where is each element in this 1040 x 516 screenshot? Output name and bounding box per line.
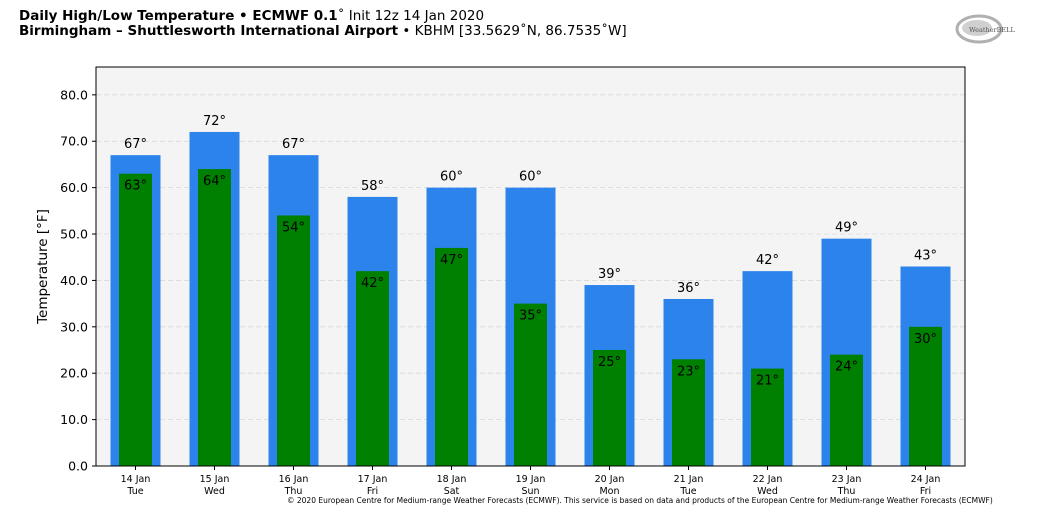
bar-low bbox=[830, 354, 863, 466]
bar-low bbox=[277, 215, 310, 466]
data-label-low: 30° bbox=[914, 332, 937, 347]
data-label-low: 47° bbox=[440, 253, 463, 268]
data-label-low: 54° bbox=[282, 220, 305, 235]
data-label-high: 36° bbox=[677, 281, 700, 296]
data-label-high: 42° bbox=[756, 253, 779, 268]
x-tick-label-date: 18 Jan bbox=[437, 474, 467, 485]
data-label-low: 63° bbox=[124, 179, 147, 194]
title-rest: ˚ Init 12z 14 Jan 2020 bbox=[337, 8, 485, 24]
data-label-low: 35° bbox=[519, 309, 542, 324]
bar-low bbox=[435, 247, 468, 466]
bar-low bbox=[751, 368, 784, 466]
x-tick-label-date: 23 Jan bbox=[832, 474, 862, 485]
data-label-high: 60° bbox=[519, 170, 542, 185]
subtitle-rest: • KBHM [33.5629˚N, 86.7535˚W] bbox=[398, 23, 627, 39]
logo-text: WeatherBELL bbox=[969, 26, 1015, 34]
x-tick-label-day: Fri bbox=[920, 486, 931, 497]
data-label-high: 39° bbox=[598, 267, 621, 282]
plot-frame bbox=[95, 66, 966, 467]
bar-low bbox=[514, 303, 547, 466]
x-tick-label-date: 20 Jan bbox=[595, 474, 625, 485]
x-tick-label-day: Sat bbox=[444, 486, 460, 497]
x-tick-label-day: Thu bbox=[284, 486, 303, 497]
bar-low bbox=[198, 169, 231, 466]
data-label-high: 72° bbox=[203, 114, 226, 129]
x-tick-label-day: Wed bbox=[204, 486, 225, 497]
x-tick-label-day: Mon bbox=[599, 486, 619, 497]
y-tick-label: 60.0 bbox=[60, 180, 88, 195]
y-tick-label: 30.0 bbox=[60, 319, 88, 334]
weatherbell-logo: WeatherBELL bbox=[955, 14, 1015, 44]
x-tick-label-day: Tue bbox=[126, 486, 143, 497]
y-tick-label: 0.0 bbox=[68, 459, 88, 474]
x-tick-label-date: 24 Jan bbox=[911, 474, 941, 485]
data-label-high: 60° bbox=[440, 170, 463, 185]
data-label-low: 24° bbox=[835, 360, 858, 375]
data-label-high: 43° bbox=[914, 249, 937, 264]
title-bold: Daily High/Low Temperature • ECMWF 0.1 bbox=[19, 8, 338, 24]
bar-low bbox=[672, 359, 705, 466]
x-tick-label-date: 22 Jan bbox=[753, 474, 783, 485]
y-tick-label: 70.0 bbox=[60, 134, 88, 149]
data-label-low: 21° bbox=[756, 374, 779, 389]
y-axis-label: Temperature [°F] bbox=[35, 209, 51, 325]
chart-title: Daily High/Low Temperature • ECMWF 0.1˚ … bbox=[19, 9, 627, 24]
x-tick-label-day: Tue bbox=[679, 486, 696, 497]
x-tick-label-date: 21 Jan bbox=[674, 474, 704, 485]
x-tick-label-date: 17 Jan bbox=[358, 474, 388, 485]
data-label-low: 64° bbox=[203, 174, 226, 189]
bar-low bbox=[593, 350, 626, 466]
x-tick-label-day: Fri bbox=[367, 486, 378, 497]
subtitle-bold: Birmingham – Shuttlesworth International… bbox=[19, 23, 399, 39]
x-tick-label-day: Sun bbox=[521, 486, 539, 497]
data-label-high: 67° bbox=[124, 137, 147, 152]
data-label-high: 49° bbox=[835, 221, 858, 236]
y-tick-label: 10.0 bbox=[60, 412, 88, 427]
data-label-low: 23° bbox=[677, 364, 700, 379]
y-tick-label: 20.0 bbox=[60, 366, 88, 381]
bar-low bbox=[119, 173, 152, 467]
data-label-low: 25° bbox=[598, 355, 621, 370]
data-label-low: 42° bbox=[361, 276, 384, 291]
x-tick-label-day: Wed bbox=[757, 486, 778, 497]
x-tick-label-day: Thu bbox=[837, 486, 856, 497]
x-tick-label-date: 14 Jan bbox=[121, 474, 151, 485]
data-label-high: 67° bbox=[282, 137, 305, 152]
bar-low bbox=[356, 271, 389, 466]
x-tick-label-date: 15 Jan bbox=[200, 474, 230, 485]
x-tick-label-date: 19 Jan bbox=[516, 474, 546, 485]
chart-subtitle: Birmingham – Shuttlesworth International… bbox=[19, 24, 627, 39]
copyright-notice: © 2020 European Centre for Medium-range … bbox=[287, 496, 993, 505]
y-tick-label: 80.0 bbox=[60, 87, 88, 102]
bar-low bbox=[909, 326, 942, 466]
data-label-high: 58° bbox=[361, 179, 384, 194]
y-tick-label: 50.0 bbox=[60, 227, 88, 242]
y-tick-label: 40.0 bbox=[60, 273, 88, 288]
x-tick-label-date: 16 Jan bbox=[279, 474, 309, 485]
chart-title-block: Daily High/Low Temperature • ECMWF 0.1˚ … bbox=[19, 9, 627, 39]
